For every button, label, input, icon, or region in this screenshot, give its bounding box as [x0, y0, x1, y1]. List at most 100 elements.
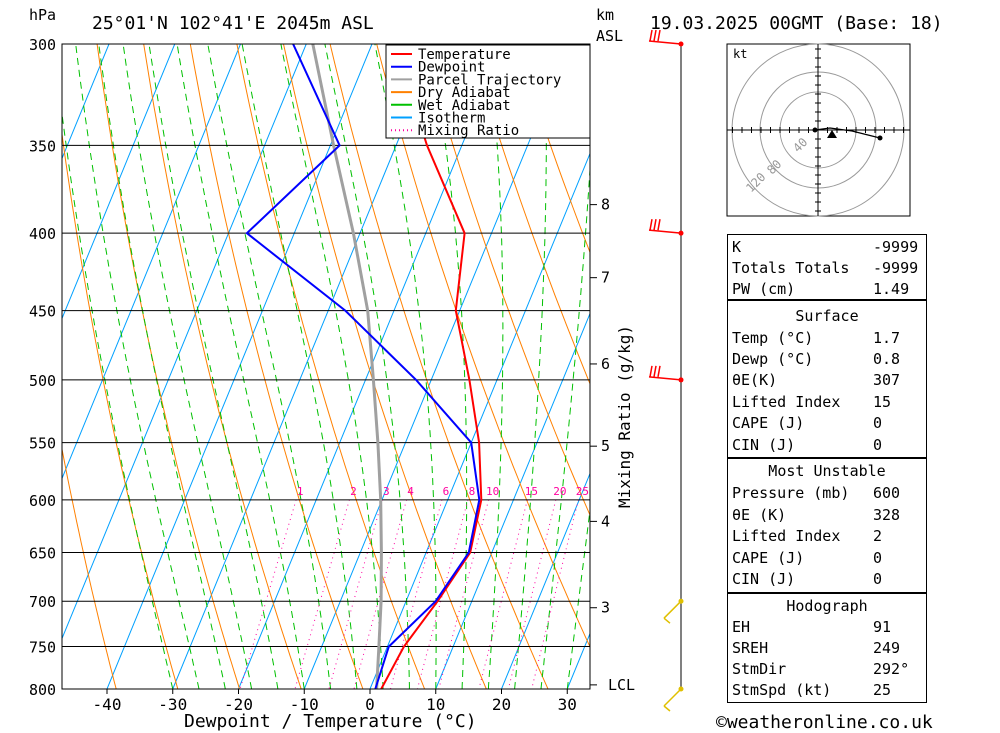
legend-label: Temperature	[418, 47, 511, 63]
parcel-trajectory-line	[311, 44, 383, 689]
isotherm-line	[172, 44, 439, 689]
wet-adiabat-line	[176, 44, 305, 689]
most-unstable-row: CIN (J) 0	[732, 570, 883, 588]
x-axis-label: Dewpoint / Temperature (°C)	[184, 711, 477, 732]
index-panel-top: K -9999 Totals Totals -9999 PW (cm) 1.49	[727, 234, 927, 300]
wind-barb-shaft	[663, 688, 682, 707]
dry-adiabat-line	[936, 44, 1000, 689]
most-unstable-row: Lifted Index 2	[732, 527, 883, 545]
profiles	[245, 44, 483, 689]
axes: 1 2 3 4 6 8 10 15 20 2530035040045050055060065070…	[29, 36, 635, 714]
datetime-title: 19.03.2025 00GMT (Base: 18)	[650, 13, 943, 34]
most-unstable-row: Pressure (mb) 600	[732, 484, 901, 502]
wet-adiabat-line	[514, 44, 547, 689]
pressure-tick-label: 800	[29, 681, 56, 699]
wind-barb-flag	[649, 29, 653, 42]
wind-barb-flag	[663, 617, 671, 624]
wind-barb-flag	[657, 365, 661, 378]
dry-adiabat-line	[469, 44, 590, 386]
mixing-ratio-line	[507, 499, 557, 689]
km-tick-label: 6	[601, 355, 610, 373]
pressure-tick-label: 550	[29, 435, 56, 453]
isotherm-line	[501, 472, 590, 689]
pressure-tick-label: 400	[29, 225, 56, 243]
pressure-lines	[62, 43, 590, 690]
plot-frame	[61, 43, 591, 690]
most-unstable-title: Most Unstable	[768, 462, 886, 480]
hpa-label: hPa	[29, 6, 56, 24]
hodograph-point	[812, 127, 818, 133]
legend-label: Dewpoint	[418, 60, 485, 76]
surface-row: Temp (°C) 1.7	[732, 329, 901, 347]
pressure-tick-label: 600	[29, 492, 56, 510]
temperature-tick-label: -10	[290, 695, 319, 714]
temperature-tick-label: 20	[492, 695, 511, 714]
copyright: ©weatheronline.co.uk	[716, 712, 933, 733]
isotherm-line	[435, 312, 590, 689]
mixing-ratio-label: 1	[297, 485, 304, 498]
asl-label: ASL	[596, 27, 623, 45]
mixing-ratio-label: 8	[469, 485, 476, 498]
surface-row: θE(K) 307	[732, 371, 901, 389]
mixing-ratio-label: 2	[350, 485, 357, 498]
surface-row: Lifted Index 15	[732, 393, 892, 411]
wind-barb-shaft	[648, 229, 682, 234]
hodograph-row: StmSpd (kt) 25	[732, 681, 892, 699]
pressure-tick-label: 650	[29, 544, 56, 562]
wet-adiabat-line	[620, 44, 721, 689]
hodograph-row: StmDir 292°	[732, 660, 910, 678]
surface-row: CIN (J) 0	[732, 436, 883, 454]
wet-adiabat-line	[75, 44, 200, 689]
hodograph-trace	[814, 127, 881, 139]
temperature-tick-label: -30	[158, 695, 187, 714]
wind-barb-column	[648, 29, 684, 712]
location-title: 25°01'N 102°41'E 2045m ASL	[92, 13, 374, 34]
index-panel-most-unstable: Most Unstable Pressure (mb) 600 θE (K) 328…	[727, 458, 927, 593]
wet-adiabat-line	[566, 506, 590, 689]
dry-adiabat-line	[62, 446, 117, 689]
mixing-ratio-label: 4	[407, 485, 414, 498]
hodograph-point	[877, 135, 883, 141]
legend-label: Isotherm	[418, 111, 485, 127]
mixing-ratio-label: 6	[443, 485, 450, 498]
index-row: Totals Totals -9999	[732, 259, 919, 277]
dry-adiabat-line	[236, 44, 426, 689]
wet-adiabat-line	[207, 44, 332, 689]
storm-motion-marker	[827, 130, 837, 138]
index-panel-hodograph: Hodograph EH 91 SREH 249 StmDir 292° StmSpd…	[727, 593, 927, 703]
wind-barb-flag	[657, 29, 661, 42]
wind-barb-flag	[653, 365, 657, 378]
temperature-line	[380, 44, 483, 689]
km-tick-label: 5	[601, 437, 610, 455]
temperature-tick-label: 10	[426, 695, 445, 714]
pressure-tick-label: 700	[29, 593, 56, 611]
wet-adiabat-line	[280, 44, 384, 689]
dry-adiabat-line	[283, 44, 487, 689]
most-unstable-row: CAPE (J) 0	[732, 549, 883, 567]
wet-adiabat-line	[98, 44, 226, 689]
wind-barb-flag	[653, 29, 657, 42]
legend-label: Wet Adiabat	[418, 98, 511, 114]
wind-barb-flag	[657, 219, 661, 231]
hodograph-row: SREH 249	[732, 639, 901, 657]
mixing-ratio-label: 3	[383, 485, 390, 498]
km-tick-label: 4	[601, 512, 610, 530]
mixing-ratio-label: 10	[486, 485, 499, 498]
index-row: PW (cm) 1.49	[732, 280, 910, 298]
km-tick-label: 3	[601, 599, 610, 617]
mixing-ratio-axis-label: Mixing Ratio (g/kg)	[615, 325, 634, 508]
index-row: K -9999	[732, 238, 919, 256]
isotherm-line	[62, 44, 176, 320]
hodograph-unit-label: kt	[733, 47, 747, 61]
most-unstable-row: θE (K) 328	[732, 506, 901, 524]
wind-barb-flag	[649, 219, 653, 231]
pressure-tick-label: 750	[29, 639, 56, 657]
dewpoint-line	[245, 44, 481, 689]
pressure-tick-label: 450	[29, 303, 56, 321]
wet-adiabat-line	[241, 44, 358, 689]
wet-adiabat-line	[62, 110, 174, 689]
dry-adiabat-line	[143, 44, 302, 689]
